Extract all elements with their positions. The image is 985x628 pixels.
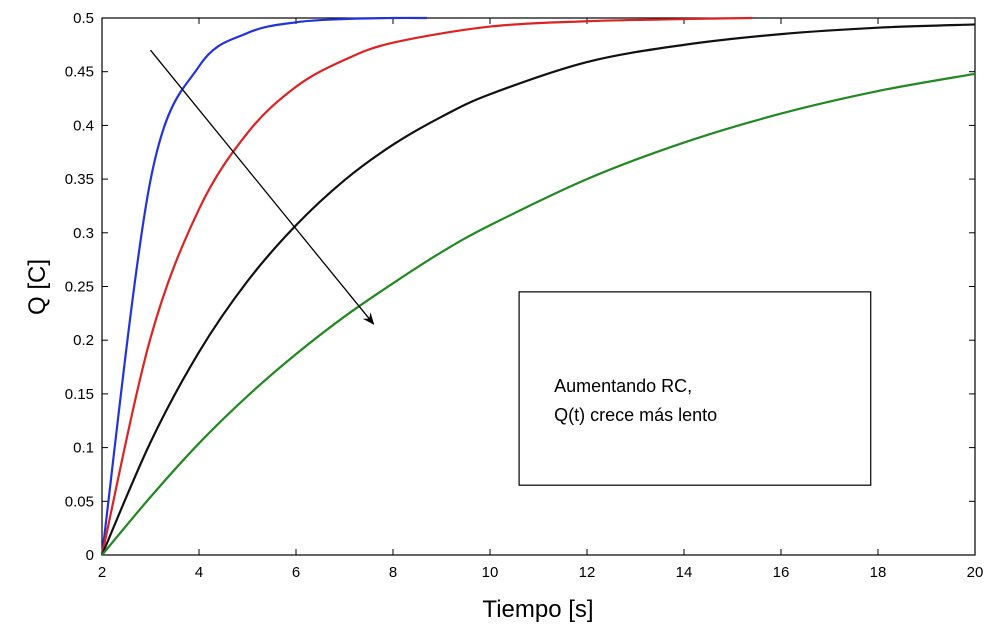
y-tick-label: 0.1	[73, 440, 94, 457]
y-tick-label: 0.35	[65, 171, 94, 188]
y-tick-label: 0.25	[65, 279, 94, 296]
y-tick-label: 0.05	[65, 493, 94, 510]
x-axis-title: Tiempo [s]	[482, 596, 593, 623]
x-tick-label: 4	[195, 564, 203, 581]
x-tick-label: 20	[967, 564, 984, 581]
x-tick-label: 12	[579, 564, 596, 581]
x-tick-label: 10	[482, 564, 499, 581]
y-tick-label: 0.3	[73, 225, 94, 242]
x-tick-label: 18	[870, 564, 887, 581]
x-tick-label: 8	[389, 564, 397, 581]
y-tick-label: 0.4	[73, 117, 94, 134]
y-tick-label: 0.15	[65, 386, 94, 403]
x-tick-label: 2	[98, 564, 106, 581]
y-axis-title: Q [C]	[24, 259, 51, 315]
series-line-1	[100, 16, 427, 556]
y-tick-label: 0.2	[73, 332, 94, 349]
y-tick-label: 0	[86, 547, 94, 564]
trend-arrow	[149, 49, 375, 325]
annotations: Aumentando RC, Q(t) crece más lento	[149, 49, 872, 486]
axis-ticks: 2 4 6 8 10 12 14 16 18 20 0 0.05 0.1 0.15 0.2 0.25 0.3 0.…	[65, 10, 984, 581]
annotation-text-line: Q(t) crece más lento	[554, 405, 717, 425]
x-tick-label: 14	[676, 564, 693, 581]
x-tick-label: 16	[773, 564, 790, 581]
annotation-text-line: Aumentando RC,	[554, 376, 692, 396]
data-series	[100, 16, 976, 556]
y-tick-label: 0.5	[73, 10, 94, 27]
x-tick-label: 6	[292, 564, 300, 581]
y-tick-label: 0.45	[65, 64, 94, 81]
series-line-3	[100, 23, 976, 556]
annotation-box	[518, 291, 872, 486]
series-line-4	[101, 72, 976, 556]
series-line-2	[100, 16, 752, 556]
